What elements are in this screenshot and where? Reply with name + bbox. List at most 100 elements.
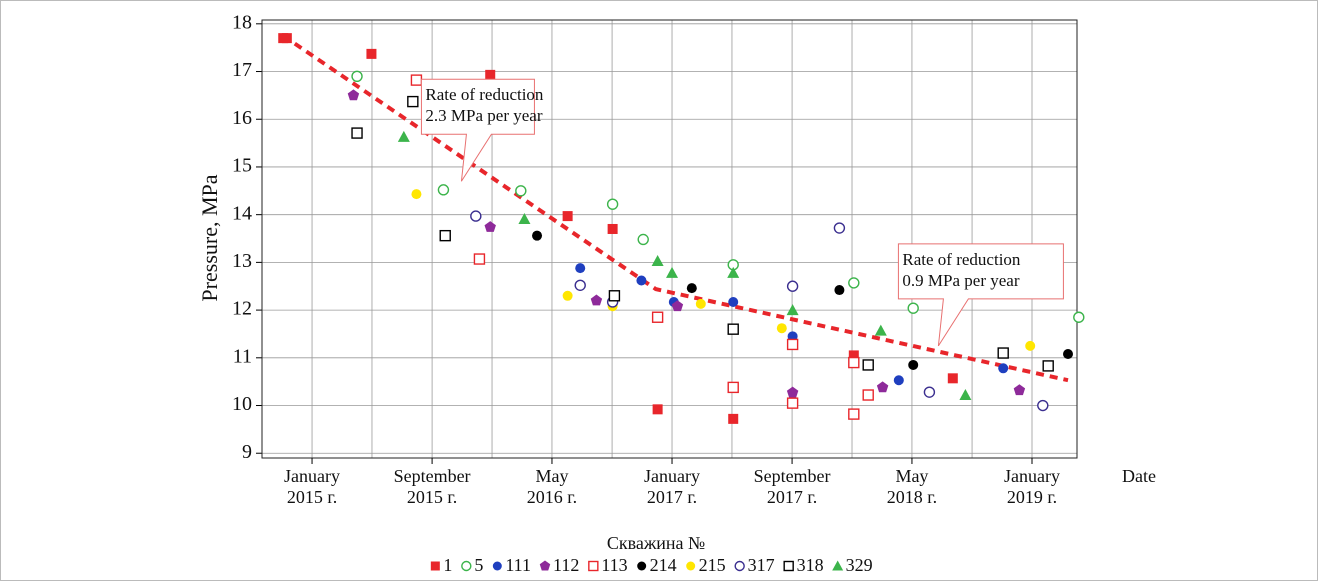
marker (407, 95, 419, 108)
marker (492, 561, 502, 571)
y-tick-label: 14 (232, 202, 252, 224)
marker (1013, 384, 1026, 396)
y-tick-label: 15 (232, 155, 252, 177)
marker (786, 304, 799, 316)
legend: 1 5 111 112 113 214 215 317 318 329 (430, 555, 873, 575)
marker (686, 283, 697, 294)
marker (515, 185, 527, 197)
marker (1073, 311, 1085, 323)
marker (893, 375, 904, 386)
marker (652, 404, 663, 415)
marker (923, 386, 936, 398)
y-tick-label: 17 (232, 59, 252, 81)
marker (437, 184, 450, 196)
marker (411, 189, 422, 200)
x-tick-label: September 2015 г. (393, 466, 471, 507)
marker (590, 294, 603, 306)
marker (786, 386, 799, 398)
marker (959, 389, 972, 401)
marker (908, 359, 919, 370)
legend-label: 317 (748, 555, 775, 575)
legend-label: 112 (553, 555, 579, 575)
plot-border (261, 19, 1078, 459)
marker (430, 561, 440, 571)
marker (728, 296, 739, 307)
legend-label: 113 (601, 555, 627, 575)
marker (728, 413, 739, 424)
marker (397, 130, 410, 142)
marker (473, 253, 486, 265)
marker (1042, 360, 1054, 372)
marker (666, 266, 679, 278)
marker (470, 210, 482, 222)
marker (562, 290, 573, 301)
x-tick-label: January 2019 г. (1004, 466, 1060, 507)
marker (834, 285, 845, 296)
legend-title: Скважина № (607, 533, 705, 553)
marker (727, 266, 740, 278)
legend-label: 214 (650, 555, 677, 575)
marker (651, 254, 664, 266)
marker (833, 222, 846, 234)
marker (281, 33, 292, 44)
y-axis-label: Pressure, MPa (197, 174, 222, 301)
marker (907, 302, 919, 314)
y-tick-label: 11 (233, 345, 252, 367)
marker (776, 323, 787, 334)
legend-label: 215 (699, 555, 726, 575)
marker (786, 280, 799, 292)
marker (410, 74, 423, 86)
marker (651, 311, 664, 323)
marker (366, 48, 377, 59)
marker (532, 230, 543, 241)
y-tick-label: 12 (232, 298, 252, 320)
marker (484, 221, 496, 232)
marker (874, 324, 887, 336)
marker (539, 560, 551, 571)
marker (637, 561, 647, 571)
marker (727, 381, 739, 394)
marker (783, 560, 794, 572)
legend-label: 329 (846, 555, 873, 575)
marker (848, 408, 860, 420)
marker (848, 277, 860, 289)
marker (351, 70, 363, 83)
x-tick-label: January 2017 г. (644, 466, 700, 507)
marker (786, 397, 799, 409)
marker (876, 381, 889, 393)
marker (351, 127, 363, 139)
marker (1025, 340, 1036, 351)
marker (1063, 348, 1074, 359)
marker (485, 69, 496, 80)
marker (848, 356, 860, 369)
callout (420, 78, 535, 182)
marker (439, 229, 451, 242)
marker (574, 279, 586, 291)
trend-line (282, 34, 1069, 383)
annotation: Rate of reduction 0.9 MPa per year (902, 249, 1021, 290)
marker (562, 211, 573, 222)
marker (518, 212, 531, 224)
marker (862, 389, 874, 401)
marker (637, 233, 649, 246)
x-tick-label: September 2017 г. (753, 466, 831, 507)
callout (897, 243, 1064, 347)
marker (848, 350, 859, 361)
marker (947, 373, 958, 384)
marker (636, 275, 647, 286)
annotation: Rate of reduction 2.3 MPa per year (425, 85, 544, 126)
legend-label: 1 (443, 555, 452, 575)
x-tick-label: January 2015 г. (284, 466, 341, 507)
y-tick-label: 16 (232, 107, 252, 129)
marker (862, 359, 874, 371)
marker (786, 338, 799, 351)
marker (608, 290, 621, 302)
marker (686, 561, 696, 571)
marker (727, 323, 739, 335)
y-tick-label: 18 (232, 11, 252, 33)
marker (671, 300, 684, 312)
y-tick-label: 9 (242, 441, 252, 463)
legend-label: 5 (474, 555, 483, 575)
